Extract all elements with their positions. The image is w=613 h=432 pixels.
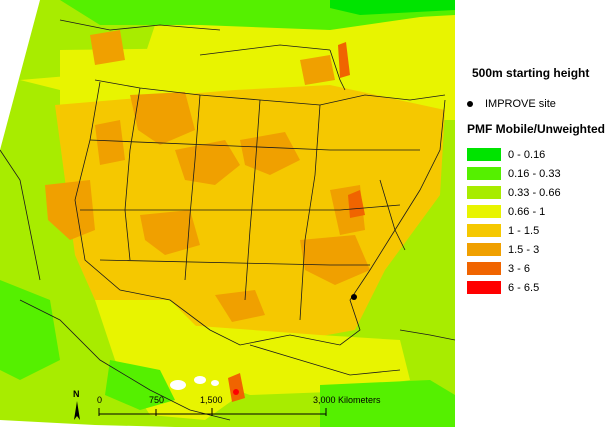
site-dot-icon (467, 101, 473, 107)
north-label: N (73, 389, 80, 399)
legend-panel: 500m starting height IMPROVE site PMF Mo… (455, 0, 613, 427)
legend-item: 6 - 6.5 (467, 280, 539, 295)
hotspots-3-6 (228, 42, 365, 402)
site-legend-row: IMPROVE site (467, 98, 556, 110)
hotspots-1-5-3 (45, 30, 370, 322)
north-arrow: N (70, 389, 84, 421)
site-legend-label: IMPROVE site (485, 98, 556, 110)
legend-swatch (467, 148, 501, 161)
legend-item-label: 3 - 6 (508, 262, 531, 275)
legend-item-label: 1.5 - 3 (508, 243, 540, 256)
starting-height-title: 500m starting height (472, 66, 590, 80)
legend-swatch (467, 224, 501, 237)
legend-item: 0.33 - 0.66 (467, 185, 561, 200)
scale-label-1500: 1,500 (200, 395, 223, 405)
map-canvas (0, 0, 456, 427)
scale-label-3000: 3,000 Kilometers (313, 395, 381, 405)
legend-title: PMF Mobile/Unweighted (467, 122, 605, 136)
legend-swatch (467, 167, 501, 180)
legend-item: 0.66 - 1 (467, 204, 545, 219)
legend-item-label: 0 - 0.16 (508, 148, 546, 161)
concentration-map: N 0 750 1,500 3,000 Kilometers (0, 0, 456, 427)
scale-bar: 0 750 1,500 3,000 Kilometers (66, 392, 416, 422)
zone-mexico (95, 300, 240, 420)
boundary-lines (0, 19, 456, 421)
zone-gulf (185, 325, 410, 395)
improve-site-marker (351, 294, 357, 300)
legend-item-label: 6 - 6.5 (508, 281, 540, 294)
zone-north-band (20, 10, 455, 95)
legend-item-label: 1 - 1.5 (508, 224, 540, 237)
legend-swatch (467, 243, 501, 256)
scale-label-750: 750 (149, 395, 165, 405)
scale-label-0: 0 (97, 395, 103, 405)
legend-item-label: 0.66 - 1 (508, 205, 546, 218)
legend-item: 1.5 - 3 (467, 242, 539, 257)
legend-item: 0.16 - 0.33 (467, 166, 561, 181)
legend-swatch (467, 186, 501, 199)
water-patches (170, 376, 219, 390)
legend-item: 1 - 1.5 (467, 223, 539, 238)
legend-item: 3 - 6 (467, 261, 530, 276)
legend-item: 0 - 0.16 (467, 147, 545, 162)
legend-swatch (467, 281, 501, 294)
legend-item-label: 0.16 - 0.33 (508, 167, 561, 180)
legend-swatch (467, 262, 501, 275)
legend-swatch (467, 205, 501, 218)
lowest-area (330, 0, 455, 15)
legend-item-label: 0.33 - 0.66 (508, 186, 561, 199)
hotspot-6-6-5 (233, 389, 239, 395)
